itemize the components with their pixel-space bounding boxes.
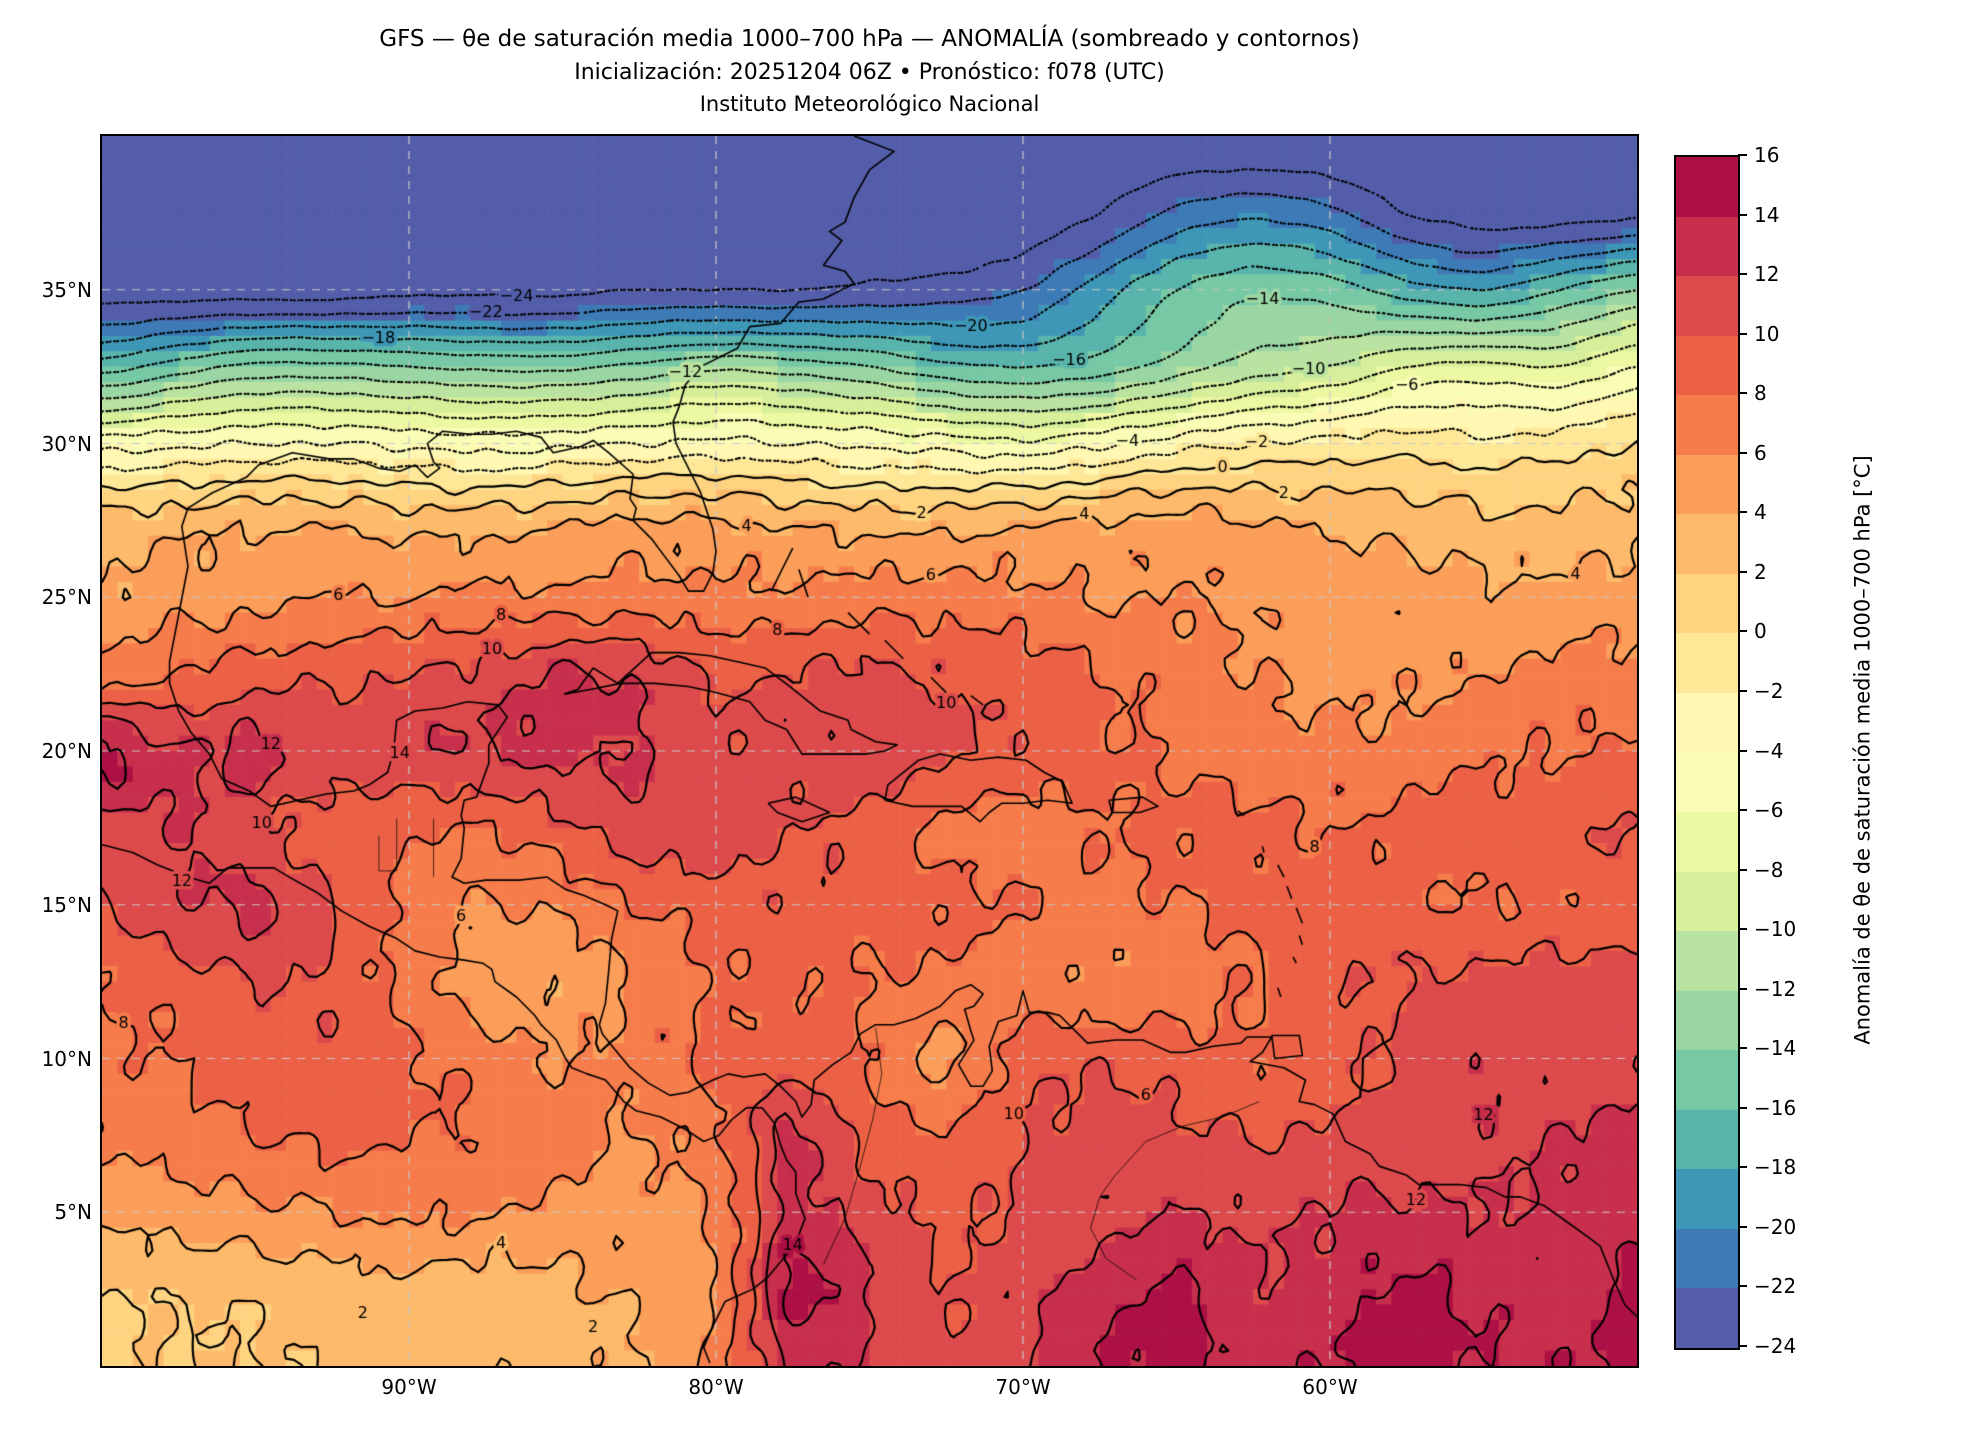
colorbar-band (1676, 752, 1738, 813)
lat-tick-label: 30°N (41, 431, 92, 456)
colorbar-tick-mark (1738, 868, 1747, 871)
colorbar-tick-label: −10 (1754, 917, 1797, 942)
colorbar-tick-mark (1738, 451, 1747, 454)
lon-tick-label: 80°W (688, 1375, 744, 1399)
lat-tick-label: 35°N (41, 277, 92, 302)
colorbar-band (1676, 1050, 1738, 1111)
chart-title: GFS — θe de saturación media 1000–700 hP… (379, 26, 1360, 52)
colorbar-tick-label: 6 (1754, 440, 1767, 465)
colorbar-band (1676, 1288, 1738, 1349)
colorbar-band (1676, 1169, 1738, 1230)
colorbar-tick-label: −8 (1754, 857, 1784, 882)
colorbar-tick-mark (1738, 154, 1747, 156)
colorbar-band (1676, 1228, 1738, 1289)
colorbar-tick-mark (1738, 1047, 1747, 1050)
colorbar-tick-mark (1738, 392, 1747, 395)
colorbar-tick-mark (1738, 630, 1747, 633)
colorbar-band (1676, 157, 1738, 218)
colorbar-tick-mark (1738, 1225, 1747, 1228)
colorbar-tick-mark (1738, 332, 1747, 335)
colorbar (1674, 155, 1740, 1350)
plot-border (100, 134, 1639, 1368)
colorbar-tick-mark (1738, 928, 1747, 931)
colorbar-band (1676, 990, 1738, 1051)
colorbar-tick-mark (1738, 213, 1747, 216)
colorbar-band (1676, 633, 1738, 694)
colorbar-tick-mark (1738, 987, 1747, 990)
colorbar-tick-mark (1738, 570, 1747, 573)
colorbar-tick-label: 2 (1754, 559, 1767, 584)
colorbar-tick-label: 12 (1754, 262, 1780, 287)
lon-tick-label: 60°W (1302, 1375, 1358, 1399)
colorbar-band (1676, 276, 1738, 337)
colorbar-band (1676, 1109, 1738, 1170)
colorbar-band (1676, 454, 1738, 515)
colorbar-tick-label: −22 (1754, 1274, 1797, 1299)
colorbar-tick-label: 4 (1754, 500, 1767, 525)
lat-tick-label: 25°N (41, 585, 92, 610)
colorbar-tick-label: −4 (1754, 738, 1784, 763)
colorbar-tick-label: −18 (1754, 1155, 1797, 1180)
lat-tick-label: 15°N (41, 892, 92, 917)
colorbar-tick-label: −24 (1754, 1334, 1797, 1358)
lon-tick-label: 90°W (381, 1375, 437, 1399)
colorbar-tick-label: −6 (1754, 798, 1784, 823)
colorbar-band (1676, 395, 1738, 456)
colorbar-tick-label: 16 (1754, 143, 1780, 167)
colorbar-tick-label: 0 (1754, 619, 1767, 644)
colorbar-axis-label: Anomalía de θe de saturación media 1000–… (1850, 455, 1875, 1045)
lat-tick-label: 20°N (41, 739, 92, 763)
colorbar-tick-mark (1738, 1166, 1747, 1169)
colorbar-tick-label: 8 (1754, 381, 1767, 406)
colorbar-tick-label: −12 (1754, 976, 1797, 1001)
lon-tick-label: 70°W (995, 1375, 1051, 1399)
colorbar-band (1676, 871, 1738, 932)
colorbar-tick-mark (1738, 1345, 1747, 1347)
chart-subtitle-init-forecast: Inicialización: 20251204 06Z • Pronóstic… (574, 60, 1165, 85)
colorbar-tick-mark (1738, 1106, 1747, 1109)
map-canvas (102, 136, 1637, 1366)
colorbar-tick-label: 14 (1754, 202, 1780, 227)
colorbar-tick-mark (1738, 511, 1747, 514)
lat-tick-label: 5°N (54, 1200, 92, 1225)
colorbar-tick-mark (1738, 749, 1747, 752)
colorbar-band (1676, 573, 1738, 634)
chart-subtitle-institute: Instituto Meteorológico Nacional (699, 92, 1040, 116)
colorbar-tick-mark (1738, 273, 1747, 276)
colorbar-tick-mark (1738, 809, 1747, 812)
lat-tick-label: 10°N (41, 1046, 92, 1071)
colorbar-band (1676, 514, 1738, 575)
colorbar-band (1676, 335, 1738, 396)
colorbar-tick-mark (1738, 689, 1747, 692)
colorbar-band (1676, 812, 1738, 873)
colorbar-tick-label: −16 (1754, 1095, 1797, 1120)
colorbar-tick-mark (1738, 1285, 1747, 1288)
colorbar-tick-label: −2 (1754, 678, 1784, 703)
colorbar-band (1676, 216, 1738, 277)
colorbar-tick-label: −14 (1754, 1036, 1797, 1061)
colorbar-tick-label: 10 (1754, 321, 1780, 346)
colorbar-band (1676, 931, 1738, 992)
colorbar-tick-label: −20 (1754, 1214, 1797, 1239)
colorbar-band (1676, 692, 1738, 753)
